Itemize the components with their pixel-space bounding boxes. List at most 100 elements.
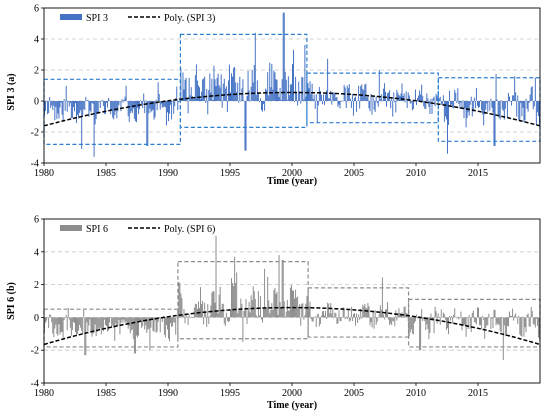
bar <box>142 317 144 327</box>
bar <box>54 101 56 121</box>
bar <box>374 101 376 112</box>
bar <box>231 73 233 101</box>
bar <box>118 101 120 106</box>
bar <box>495 317 497 326</box>
bar <box>327 58 329 101</box>
bar <box>432 317 434 320</box>
bar <box>62 317 64 338</box>
regime-box <box>43 78 181 146</box>
bar <box>223 317 225 324</box>
bar <box>268 95 270 101</box>
bar <box>120 101 122 112</box>
bar <box>427 98 429 101</box>
bar <box>107 317 109 332</box>
bar <box>318 317 320 327</box>
bar <box>320 315 322 318</box>
bar <box>262 317 264 323</box>
bar <box>237 313 239 318</box>
bar <box>521 317 523 337</box>
bar <box>514 76 516 101</box>
bar <box>434 101 436 107</box>
regime-box <box>177 261 309 340</box>
bar <box>369 101 371 112</box>
bar <box>377 101 379 107</box>
bar <box>493 309 495 318</box>
bar <box>218 85 220 101</box>
bar <box>457 88 459 101</box>
bar <box>135 101 137 123</box>
bar <box>102 317 104 332</box>
bar <box>372 310 374 318</box>
bar <box>430 313 432 318</box>
bar <box>474 101 476 109</box>
bar <box>350 101 352 108</box>
bar <box>254 32 256 101</box>
bar <box>91 317 93 337</box>
x-tick-label: 1985 <box>96 388 116 399</box>
bar <box>190 87 192 101</box>
bar <box>279 302 281 318</box>
bar <box>75 101 76 104</box>
bar <box>66 317 68 331</box>
bar <box>344 317 346 320</box>
bar <box>483 101 485 126</box>
bar <box>429 317 431 333</box>
bar <box>50 315 52 318</box>
bar <box>94 101 96 125</box>
bar <box>211 78 213 101</box>
bar <box>264 268 266 318</box>
bar <box>495 74 497 101</box>
bar <box>534 317 536 328</box>
bar <box>45 317 47 323</box>
bar <box>408 95 410 101</box>
bar <box>224 88 226 101</box>
bar <box>414 317 416 322</box>
bar <box>504 101 506 109</box>
bar <box>343 308 345 318</box>
bar <box>237 82 239 101</box>
bar <box>345 316 347 318</box>
bar <box>48 101 50 114</box>
bar <box>413 317 415 323</box>
bar <box>299 91 301 101</box>
bar <box>205 311 207 318</box>
bar <box>310 94 312 101</box>
bar <box>109 317 111 323</box>
bar <box>372 95 374 101</box>
bar <box>256 317 258 318</box>
bar <box>502 101 504 111</box>
bar <box>219 87 221 101</box>
bar <box>153 101 155 120</box>
bar <box>61 317 63 332</box>
bar <box>435 311 437 318</box>
bar <box>516 317 518 318</box>
bar <box>183 89 185 101</box>
bar <box>133 317 135 354</box>
bar <box>331 313 333 318</box>
legend-swatch-bars <box>60 14 82 20</box>
bar <box>498 317 500 325</box>
bar <box>212 291 214 318</box>
bar <box>499 317 501 332</box>
bar <box>239 76 241 101</box>
bar <box>535 317 537 319</box>
bar <box>147 317 149 330</box>
bar <box>423 317 425 320</box>
bar <box>64 101 66 111</box>
bar <box>101 317 103 329</box>
bar <box>397 92 399 101</box>
bar <box>232 282 234 318</box>
bar <box>271 303 273 318</box>
bar <box>465 101 467 128</box>
bar <box>481 317 483 330</box>
bar <box>473 97 475 101</box>
regime-box <box>43 308 179 348</box>
bar <box>333 317 335 319</box>
bar <box>509 311 510 318</box>
x-tick-label: 1990 <box>158 168 178 179</box>
bar <box>363 90 365 101</box>
bar <box>460 311 462 318</box>
bar <box>208 90 210 101</box>
bar <box>319 90 321 101</box>
